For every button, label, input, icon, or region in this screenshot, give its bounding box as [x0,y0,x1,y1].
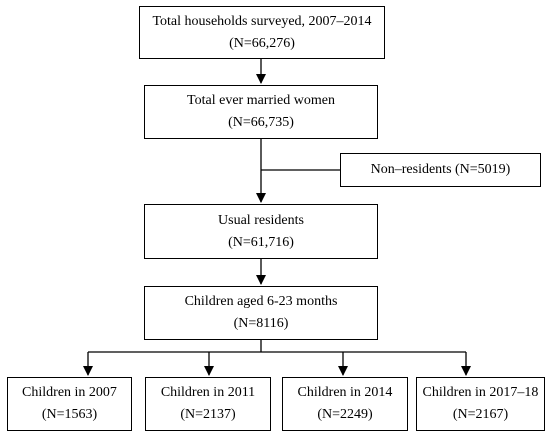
children-2007-box: Children in 2007 (N=1563) [7,377,132,431]
children-2014-box: Children in 2014 (N=2249) [282,377,408,431]
children-2007-label: Children in 2007 [22,385,117,400]
children-2011-box: Children in 2011 (N=2137) [145,377,271,431]
nonresidents-box: Non–residents (N=5019) [340,153,541,187]
children-box: Children aged 6-23 months (N=8116) [144,286,378,340]
children-2017-count: (N=2167) [452,407,509,422]
children-count: (N=8116) [233,316,289,331]
children-2014-count: (N=2249) [317,407,373,422]
children-2011-label: Children in 2011 [160,385,256,400]
children-2011-count: (N=2137) [180,407,236,422]
households-count: (N=66,276) [229,35,295,51]
nonresidents-label: Non–residents (N=5019) [370,162,511,177]
households-label: Total households surveyed, 2007–2014 [152,13,372,29]
households-box: Total households surveyed, 2007–2014 (N=… [139,6,385,59]
residents-count: (N=61,716) [228,234,294,250]
women-label: Total ever married women [187,93,335,108]
children-2007-count: (N=1563) [41,407,98,422]
residents-box: Usual residents (N=61,716) [144,204,378,259]
children-2017-box: Children in 2017–18 (N=2167) [416,377,545,431]
children-2014-label: Children in 2014 [297,385,393,400]
women-box: Total ever married women (N=66,735) [144,85,378,139]
women-count: (N=66,735) [228,115,294,130]
children-2017-label: Children in 2017–18 [422,385,539,400]
residents-label: Usual residents [218,212,304,228]
children-label: Children aged 6-23 months [184,294,338,309]
